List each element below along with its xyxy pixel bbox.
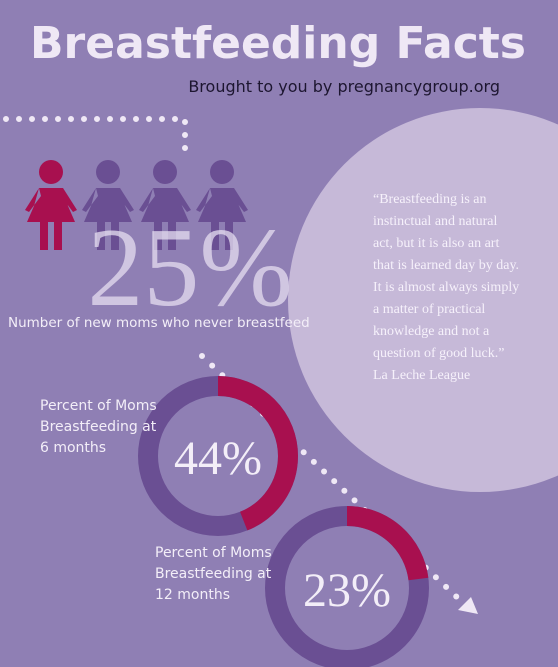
icon-head (153, 160, 177, 184)
icon-head (39, 160, 63, 184)
icon-dress (82, 188, 134, 222)
icon-dress (25, 188, 77, 222)
icon-leg (225, 222, 233, 250)
icon-leg (211, 222, 219, 250)
quote-line: “Breastfeeding is an (373, 192, 487, 207)
donut-caption: 12 months (155, 587, 230, 603)
quote-line: act, but it is also an art (373, 236, 499, 251)
donut-caption: Percent of Moms (155, 545, 272, 561)
figures (25, 160, 248, 250)
donut-label: 23% (303, 564, 391, 617)
quote-line: It is almost always simply (373, 280, 519, 295)
donut-caption: Breastfeeding at (155, 566, 272, 582)
stat-caption: Number of new moms who never breastfeed (8, 315, 310, 331)
donut-caption: Percent of Moms (40, 398, 157, 414)
quote-line: knowledge and not a (373, 324, 490, 339)
quote-line: a matter of practical (373, 302, 485, 317)
woman-icon (25, 160, 77, 250)
quote-circle (288, 108, 558, 492)
arrow-head (458, 597, 478, 614)
donuts: 44% Percent of Moms Breastfeeding at 6 mont… (40, 376, 429, 667)
icon-head (96, 160, 120, 184)
quote-line: question of good luck.” (373, 346, 504, 361)
donut-caption: Breastfeeding at (40, 419, 157, 435)
icon-leg (111, 222, 119, 250)
donut-caption: 6 months (40, 440, 106, 456)
icon-leg (154, 222, 162, 250)
donut-arc (265, 506, 429, 667)
title: Breastfeeding Facts (30, 18, 526, 69)
quote-line: that is learned day by day. (373, 258, 519, 273)
donut-label: 44% (174, 432, 262, 485)
dotted-line (3, 116, 188, 153)
donut-arc (138, 376, 298, 536)
icon-leg (168, 222, 176, 250)
woman-icon (196, 160, 248, 250)
icon-dress (139, 188, 191, 222)
woman-icon (82, 160, 134, 250)
quote-source: La Leche League (373, 368, 470, 383)
stat-value: 25% (87, 206, 292, 330)
icon-leg (40, 222, 48, 250)
quote-line: instinctual and natural (373, 214, 498, 229)
icon-leg (97, 222, 105, 250)
quote: “Breastfeeding is an instinctual and natu… (373, 192, 519, 383)
icon-dress (196, 188, 248, 222)
icon-head (210, 160, 234, 184)
woman-icon (139, 160, 191, 250)
subtitle: Brought to you by pregnancygroup.org (188, 77, 500, 96)
icon-leg (54, 222, 62, 250)
